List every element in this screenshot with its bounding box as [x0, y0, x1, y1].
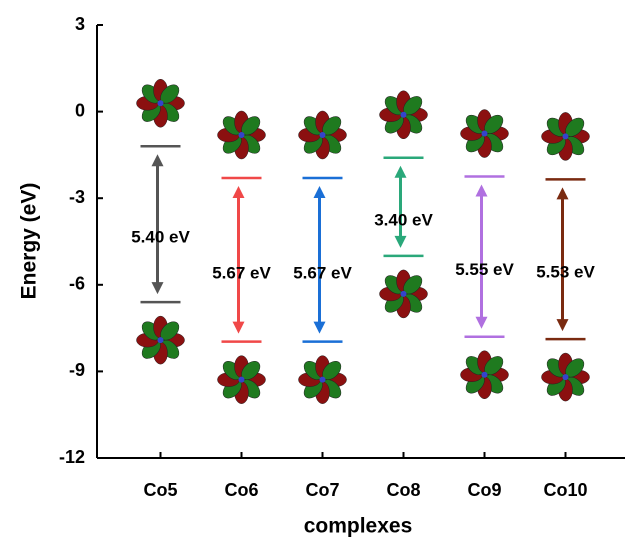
arrow-head [314, 186, 326, 198]
arrow-head [152, 154, 164, 166]
x-tick-label: Co10 [543, 480, 587, 500]
arrow-head [233, 322, 245, 334]
x-tick-label: Co9 [467, 480, 501, 500]
y-tick-label: -3 [69, 187, 85, 207]
arrow-head [476, 185, 488, 197]
gap-label: 5.55 eV [455, 260, 514, 279]
y-tick-label: -9 [69, 360, 85, 380]
y-tick-label: -12 [59, 447, 85, 467]
gap-label: 5.67 eV [212, 263, 271, 282]
orbital-center [239, 377, 245, 383]
y-tick-label: 3 [75, 14, 85, 34]
y-tick-label: -6 [69, 274, 85, 294]
arrow-head [395, 236, 407, 248]
orbital-center [482, 372, 488, 378]
orbital-center [401, 291, 407, 297]
orbital-center [563, 133, 569, 139]
x-axis-label: complexes [304, 515, 413, 538]
orbital-center [158, 337, 164, 343]
arrow-head [557, 319, 569, 331]
orbital-center [320, 377, 326, 383]
orbital-center [320, 132, 326, 138]
arrow-head [152, 282, 164, 294]
arrow-head [314, 322, 326, 334]
chart: Energy (eV) complexes -12 -9 -6 -3 0 3 Co5 5.40… [0, 0, 633, 547]
gap-label: 5.53 eV [536, 263, 595, 282]
arrow-head [476, 317, 488, 329]
arrow-head [233, 186, 245, 198]
orbital-center [563, 374, 569, 380]
gap-label: 5.40 eV [131, 228, 190, 247]
gap-label: 3.40 eV [374, 210, 433, 229]
arrow-head [557, 187, 569, 199]
gap-label: 5.67 eV [293, 263, 352, 282]
arrow-head [395, 166, 407, 178]
y-axis-label: Energy (eV) [18, 183, 41, 300]
y-tick-label: 0 [75, 100, 85, 120]
orbital-center [239, 132, 245, 138]
orbital-center [401, 112, 407, 118]
x-tick-label: Co6 [224, 480, 258, 500]
x-tick-label: Co8 [386, 480, 420, 500]
x-tick-label: Co7 [305, 480, 339, 500]
x-tick-label: Co5 [143, 480, 177, 500]
orbital-center [482, 131, 488, 137]
orbital-center [158, 100, 164, 106]
